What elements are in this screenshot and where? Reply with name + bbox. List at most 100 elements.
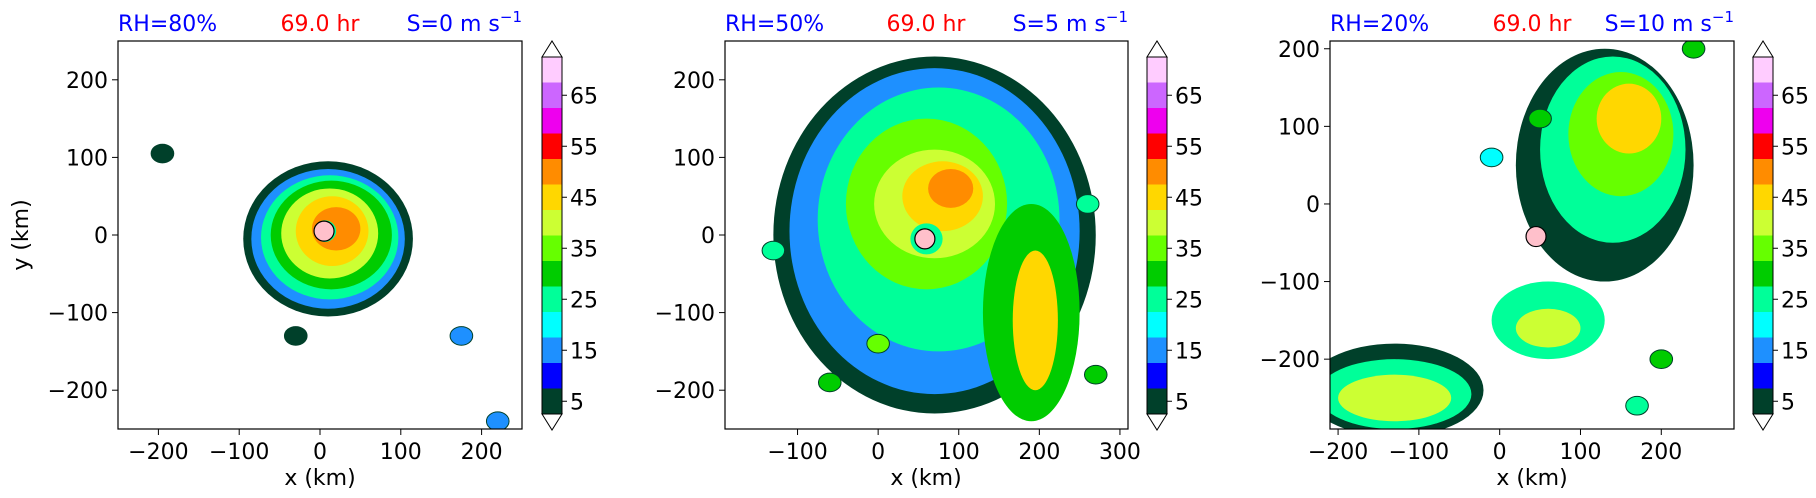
colorbar-segment — [542, 337, 562, 363]
x-tick-label: 100 — [1559, 440, 1601, 465]
reflectivity-field-3 — [1330, 41, 1706, 429]
panel-1: −200 −100 0 100 200 −200 −100 0 100 200 RH=80% 69… — [9, 8, 523, 491]
colorbar-segment — [1147, 108, 1167, 134]
colorbar-tick-label: 35 — [1175, 237, 1203, 262]
axis-ticks-2: −100 0 100 200 300 −200 −100 0 100 200 — [655, 69, 1141, 465]
panel-1-title-right: S=0 m s−1 — [407, 8, 522, 37]
plot-frame-1 — [117, 40, 523, 430]
colorbar-2: 5 15 25 35 45 55 65 — [1146, 40, 1203, 431]
convective-cell — [761, 240, 786, 261]
convective-cell — [1075, 194, 1100, 214]
colorbar-segment — [1147, 57, 1167, 83]
y-tick-label: −200 — [655, 379, 715, 404]
panel-1-title-right-sup: −1 — [500, 8, 522, 26]
convective-cell — [817, 372, 842, 393]
panel-3-title-left: RH=20% — [1330, 12, 1429, 37]
axis-ticks-1: −200 −100 0 100 200 −200 −100 0 100 200 — [48, 69, 503, 465]
x-tick-label: 0 — [1493, 440, 1507, 465]
y-tick-label: −200 — [1260, 348, 1320, 373]
colorbar-tick-label: 55 — [1175, 135, 1203, 160]
colorbar-segment — [1753, 57, 1773, 83]
colorbar-segment — [1147, 210, 1167, 236]
colorbar-extend-min — [541, 413, 563, 431]
panel-2-title-right-sup: −1 — [1106, 8, 1128, 26]
convective-cell — [866, 333, 890, 354]
colorbar-segment — [1147, 363, 1167, 389]
colorbar-tick-label: 55 — [1781, 135, 1809, 160]
x-tick-label: 300 — [1099, 440, 1141, 465]
colorbar-segment — [1753, 108, 1773, 134]
panel-3-xlabel: x (km) — [1496, 466, 1567, 491]
convective-cell — [485, 411, 510, 429]
colorbar-segment — [1753, 235, 1773, 261]
y-tick-label: −100 — [1260, 271, 1320, 296]
colorbar-segment — [1753, 210, 1773, 236]
panel-3-title-right-sup: −1 — [1712, 8, 1734, 26]
y-tick-label: −100 — [655, 302, 715, 327]
colorbar-segment — [542, 312, 562, 338]
y-tick-label: 0 — [94, 224, 108, 249]
reflectivity-band — [1515, 308, 1581, 348]
y-tick-label: 0 — [1306, 193, 1320, 218]
panel-1-title-center: 69.0 hr — [281, 12, 361, 37]
colorbar-segment — [1753, 82, 1773, 108]
x-tick-label: 100 — [380, 440, 422, 465]
colorbar-segment — [1147, 133, 1167, 159]
colorbar-tick-label: 25 — [1175, 288, 1203, 313]
colorbar-segment — [1753, 388, 1773, 414]
colorbar-segment — [1147, 184, 1167, 210]
colorbar-frame — [1752, 56, 1774, 415]
colorbar-tick-label: 45 — [1175, 186, 1203, 211]
x-tick-label: −100 — [767, 440, 827, 465]
colorbar-segment — [1753, 261, 1773, 287]
x-tick-label: −200 — [128, 440, 188, 465]
colorbar-segment — [1753, 363, 1773, 389]
x-tick-label: −100 — [1389, 440, 1449, 465]
x-tick-label: 200 — [461, 440, 503, 465]
colorbar-tick-label: 25 — [1781, 288, 1809, 313]
colorbar-frame — [1146, 56, 1168, 415]
colorbar-tick-label: 65 — [1781, 84, 1809, 109]
colorbar-segment — [1147, 312, 1167, 338]
colorbar-segment — [1147, 82, 1167, 108]
colorbar-segment — [542, 133, 562, 159]
colorbar-extend-min — [1752, 413, 1774, 431]
colorbar-segment — [1753, 312, 1773, 338]
reflectivity-band — [1596, 83, 1662, 154]
panel-1-xlabel: x (km) — [284, 466, 355, 491]
colorbar-tick-label: 45 — [570, 186, 598, 211]
colorbar-tick-label: 5 — [570, 390, 584, 415]
x-tick-label: 200 — [1018, 440, 1060, 465]
colorbar-tick-label: 45 — [1781, 186, 1809, 211]
colorbar-segment — [542, 159, 562, 185]
x-tick-label: 200 — [1640, 440, 1682, 465]
y-tick-label: 200 — [1278, 38, 1320, 63]
colorbar-segment — [1753, 184, 1773, 210]
panel-1-ylabel: y (km) — [9, 199, 34, 270]
colorbar-segment — [1147, 286, 1167, 312]
colorbar-segment — [1147, 235, 1167, 261]
reflectivity-band — [1012, 250, 1058, 391]
storm-center-marker — [914, 228, 936, 250]
colorbar-1: 5 15 25 35 45 55 65 — [541, 40, 598, 431]
colorbar-segment — [542, 388, 562, 414]
convective-cell — [150, 143, 175, 164]
y-tick-label: −100 — [48, 302, 108, 327]
colorbar-tick-label: 5 — [1175, 390, 1189, 415]
panel-2-title-right: S=5 m s−1 — [1013, 8, 1128, 37]
reflectivity-field-2 — [761, 56, 1108, 422]
panel-2: −100 0 100 200 300 −200 −100 0 100 200 RH=50% 69.… — [655, 8, 1141, 491]
axis-ticks-3: −200 −100 0 100 200 −200 −100 0 100 200 — [1260, 38, 1683, 465]
colorbar-segment — [1147, 337, 1167, 363]
colorbar-segment — [542, 261, 562, 287]
colorbar-segment — [542, 108, 562, 134]
y-tick-label: 200 — [66, 69, 108, 94]
convective-cell — [1625, 395, 1649, 416]
colorbar-segment — [1753, 286, 1773, 312]
panel-3-title-center: 69.0 hr — [1493, 12, 1573, 37]
colorbar-segment — [1753, 159, 1773, 185]
colorbar-segment — [542, 184, 562, 210]
convective-cell — [1479, 147, 1504, 168]
colorbar-segment — [542, 210, 562, 236]
y-tick-label: 100 — [673, 146, 715, 171]
